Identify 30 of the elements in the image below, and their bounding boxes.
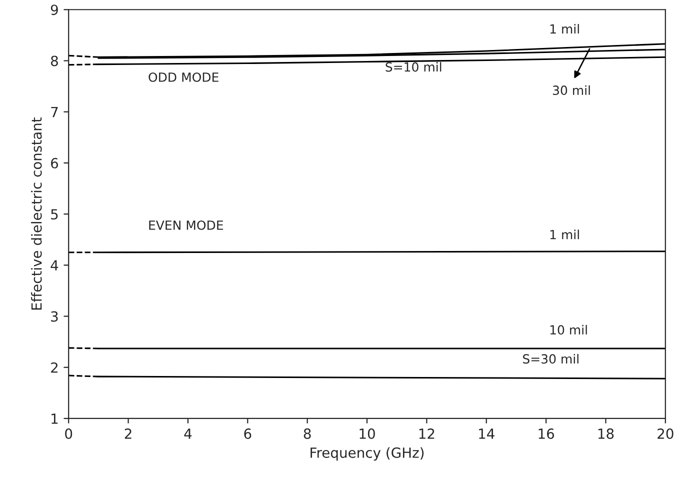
- annotation: EVEN MODE: [149, 220, 223, 230]
- annotation: ODD MODE: [148, 72, 218, 82]
- x-tick-label: 2: [124, 428, 132, 439]
- annotation: S=30 mil: [523, 354, 578, 364]
- y-tick-label: 7: [51, 106, 58, 118]
- y-axis-title: Effective dielectric constant: [31, 117, 42, 310]
- x-axis-title: Frequency (GHz): [310, 447, 424, 461]
- annotation: 1 mil: [550, 24, 579, 34]
- y-tick-label: 6: [51, 158, 58, 168]
- y-tick-label: 4: [50, 260, 58, 270]
- x-tick-label: 0: [65, 428, 72, 439]
- x-tick-label: 16: [538, 428, 554, 439]
- y-tick-label: 9: [50, 4, 58, 16]
- y-tick-label: 2: [51, 362, 58, 373]
- annotation: S=10 mil: [386, 62, 442, 72]
- annotation: 10 mil: [550, 324, 587, 335]
- y-tick-label: 8: [50, 56, 58, 66]
- x-tick-label: 20: [658, 428, 674, 439]
- x-tick-label: 6: [244, 428, 252, 439]
- y-tick-label: 3: [51, 311, 58, 322]
- x-tick-label: 10: [360, 428, 375, 439]
- x-tick-label: 14: [479, 428, 494, 439]
- x-tick-label: 18: [598, 428, 614, 439]
- x-tick-label: 8: [304, 428, 311, 439]
- x-tick-label: 12: [419, 428, 434, 439]
- y-tick-label: 5: [51, 209, 58, 220]
- annotation: 1 mil: [550, 230, 579, 240]
- x-tick-label: 4: [184, 428, 192, 439]
- y-tick-label: 1: [52, 414, 58, 424]
- annotation: 30 mil: [552, 85, 590, 96]
